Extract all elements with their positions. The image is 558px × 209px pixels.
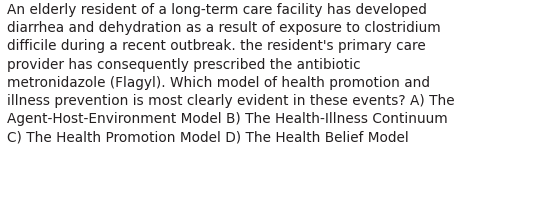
Text: An elderly resident of a long-term care facility has developed
diarrhea and dehy: An elderly resident of a long-term care … (7, 3, 454, 144)
